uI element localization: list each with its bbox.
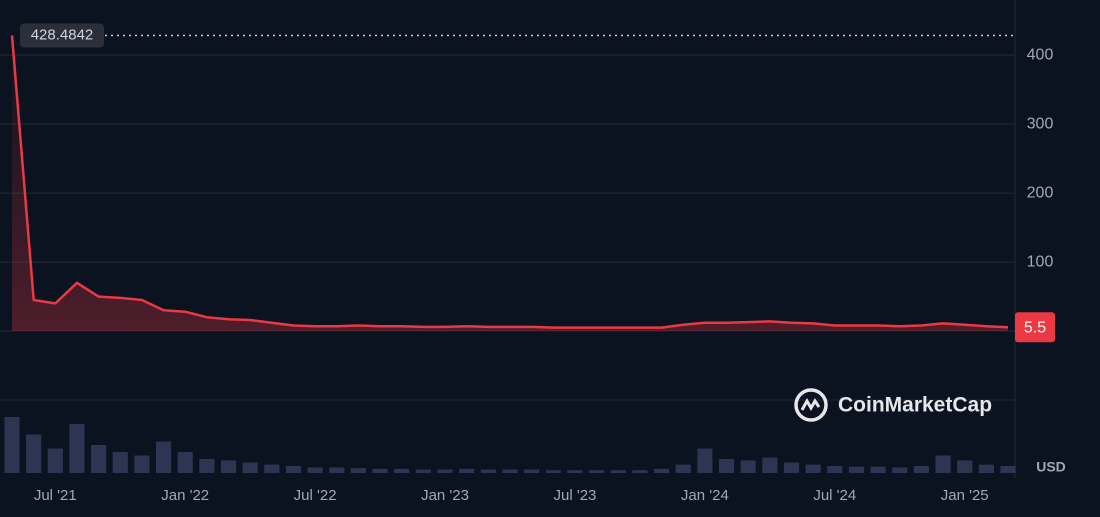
- volume-bar: [827, 466, 843, 473]
- volume-bar: [935, 455, 951, 473]
- volume-bar: [870, 466, 886, 473]
- high-badge: [20, 23, 104, 48]
- watermark-logo: [794, 388, 828, 422]
- x-tick-label: Jul '23: [554, 487, 597, 504]
- y-tick-label: 100: [1027, 253, 1054, 270]
- volume-bar: [264, 464, 280, 473]
- x-tick-label: Jul '21: [34, 487, 77, 504]
- price-line: [10, 35, 1009, 329]
- volume-bar: [1000, 466, 1016, 473]
- volume-bar: [545, 470, 561, 473]
- volume-bar: [957, 460, 973, 473]
- volume-bar: [134, 455, 150, 473]
- x-tick-label: Jul '24: [813, 487, 856, 504]
- price-area: [12, 35, 1008, 332]
- volume-bar: [459, 468, 475, 473]
- last-price-badge: [1015, 312, 1055, 343]
- volume-bar: [307, 467, 323, 473]
- x-tick-label: Jan '22: [161, 487, 209, 504]
- watermark-logo-mark: [800, 397, 821, 412]
- volume-bar: [653, 468, 670, 473]
- y-tick-label: 300: [1027, 115, 1054, 132]
- volume-bar: [437, 469, 453, 473]
- volume-bar: [783, 462, 800, 473]
- y-tick-label: 200: [1027, 184, 1054, 201]
- volume-bar: [69, 424, 85, 473]
- volume-bar: [177, 452, 193, 473]
- volume-bar: [285, 466, 302, 473]
- volume-bar: [567, 470, 583, 473]
- volume-bar: [718, 459, 735, 473]
- volume-bar: [589, 470, 605, 473]
- volume-bar: [913, 466, 929, 473]
- volume-bar: [415, 469, 431, 473]
- volume-bar: [242, 462, 258, 473]
- volume-bar: [848, 466, 865, 473]
- x-tick-label: Jan '24: [681, 487, 729, 504]
- x-tick-label: Jul '22: [294, 487, 337, 504]
- volume-bar: [155, 441, 172, 473]
- volume-bar: [394, 468, 410, 473]
- volume-bar: [740, 460, 756, 473]
- volume-bar: [524, 469, 540, 473]
- volume-bar: [329, 467, 345, 473]
- volume-bar: [220, 460, 237, 473]
- volume-bar: [199, 459, 215, 473]
- watermark-text: CoinMarketCap: [838, 394, 992, 417]
- volume-bar: [632, 470, 648, 473]
- volume-bar: [502, 469, 518, 473]
- x-tick-label: Jan '25: [941, 487, 989, 504]
- high-badge-text: 428.4842: [31, 26, 94, 43]
- volume-bar: [480, 469, 496, 473]
- volume-bar: [762, 457, 778, 473]
- volume-bar: [26, 434, 42, 473]
- volume-bar: [112, 452, 128, 473]
- x-tick-label: Jan '23: [421, 487, 469, 504]
- volume-bar: [978, 464, 994, 473]
- volume-bar: [372, 468, 388, 473]
- currency-label: USD: [1036, 459, 1066, 475]
- volume-bar: [91, 445, 107, 473]
- volume-bar: [805, 464, 821, 473]
- watermark: CoinMarketCap: [794, 388, 992, 422]
- volume-bar: [4, 417, 20, 473]
- volume-bar: [47, 448, 63, 473]
- volume-bar: [610, 470, 626, 473]
- volume-bar: [892, 467, 908, 473]
- y-tick-label: 400: [1027, 46, 1054, 63]
- last-price-text: 5.5: [1024, 319, 1046, 336]
- volume-bar: [697, 448, 713, 473]
- volume-bar: [350, 468, 367, 473]
- volume-bar: [675, 464, 691, 473]
